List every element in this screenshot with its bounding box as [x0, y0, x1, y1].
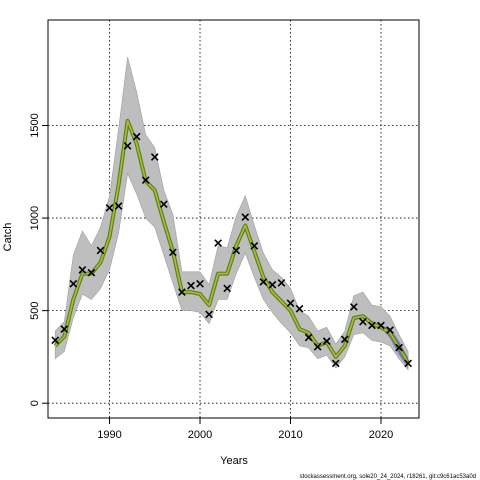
observed-point-2005 — [241, 213, 250, 222]
observed-point-2010 — [286, 299, 295, 308]
observed-point-1990 — [105, 204, 114, 212]
observed-point-1994 — [141, 176, 150, 184]
observed-point-2008 — [268, 280, 277, 289]
plot-frame — [47, 19, 420, 419]
fitted-lines — [53, 118, 410, 364]
y-tick-label-1000: 1000 — [29, 206, 41, 230]
fitted-line — [54, 120, 409, 363]
y-tick-label-500: 500 — [29, 301, 41, 319]
observed-point-2014 — [322, 337, 331, 346]
x-axis-title: Years — [220, 455, 248, 467]
y-tick-label-0: 0 — [29, 400, 41, 406]
observed-point-2004 — [232, 246, 241, 255]
observed-point-1999 — [187, 281, 195, 290]
observed-point-2011 — [295, 304, 304, 313]
x-tick-label-1990: 1990 — [97, 429, 121, 441]
observed-point-2013 — [313, 342, 322, 351]
observed-point-1995 — [150, 153, 159, 161]
observed-point-2023 — [404, 359, 413, 368]
observed-point-2012 — [304, 333, 313, 342]
observed-point-2003 — [223, 284, 232, 293]
footer-credit: stockassessment.org, sole20_24_2024, r18… — [300, 474, 476, 480]
observed-point-2019 — [368, 321, 376, 330]
observed-point-1998 — [178, 288, 186, 296]
observed-point-2018 — [359, 317, 367, 326]
observed-point-2006 — [250, 241, 259, 250]
y-axis: 0 500 1000 1500 — [29, 113, 48, 406]
observed-point-2002 — [214, 239, 222, 247]
observed-point-2020 — [377, 321, 385, 330]
x-tick-label-2000: 2000 — [188, 429, 212, 441]
observed-point-2015 — [331, 359, 340, 368]
observed-point-1986 — [69, 279, 78, 288]
observed-point-2017 — [349, 303, 358, 311]
observed-point-2022 — [395, 343, 403, 352]
y-axis-title: Catch — [2, 223, 14, 252]
x-tick-label-2020: 2020 — [369, 429, 393, 441]
observed-point-1993 — [132, 132, 141, 141]
observed-point-1987 — [78, 266, 87, 274]
confidence-bands — [54, 56, 409, 371]
confidence-band — [54, 56, 409, 371]
observed-point-2009 — [277, 278, 286, 287]
x-tick-label-2010: 2010 — [278, 429, 302, 441]
y-tick-label-1500: 1500 — [29, 113, 41, 137]
observed-point-1989 — [96, 246, 105, 255]
observed-point-1992 — [123, 142, 132, 150]
observed-point-1997 — [169, 248, 177, 257]
observed-point-1988 — [87, 268, 96, 277]
observed-point-2016 — [340, 335, 349, 344]
observed-points — [51, 132, 413, 368]
x-axis: 1990 2000 2010 2020 — [97, 418, 393, 441]
observed-point-2007 — [259, 278, 268, 286]
observed-point-2000 — [196, 279, 204, 288]
observed-point-2001 — [205, 310, 213, 319]
observed-point-1991 — [114, 202, 123, 210]
observed-point-1996 — [159, 200, 168, 209]
observed-point-1985 — [60, 325, 69, 334]
observed-point-1984 — [51, 336, 60, 345]
observed-point-2021 — [386, 326, 394, 334]
